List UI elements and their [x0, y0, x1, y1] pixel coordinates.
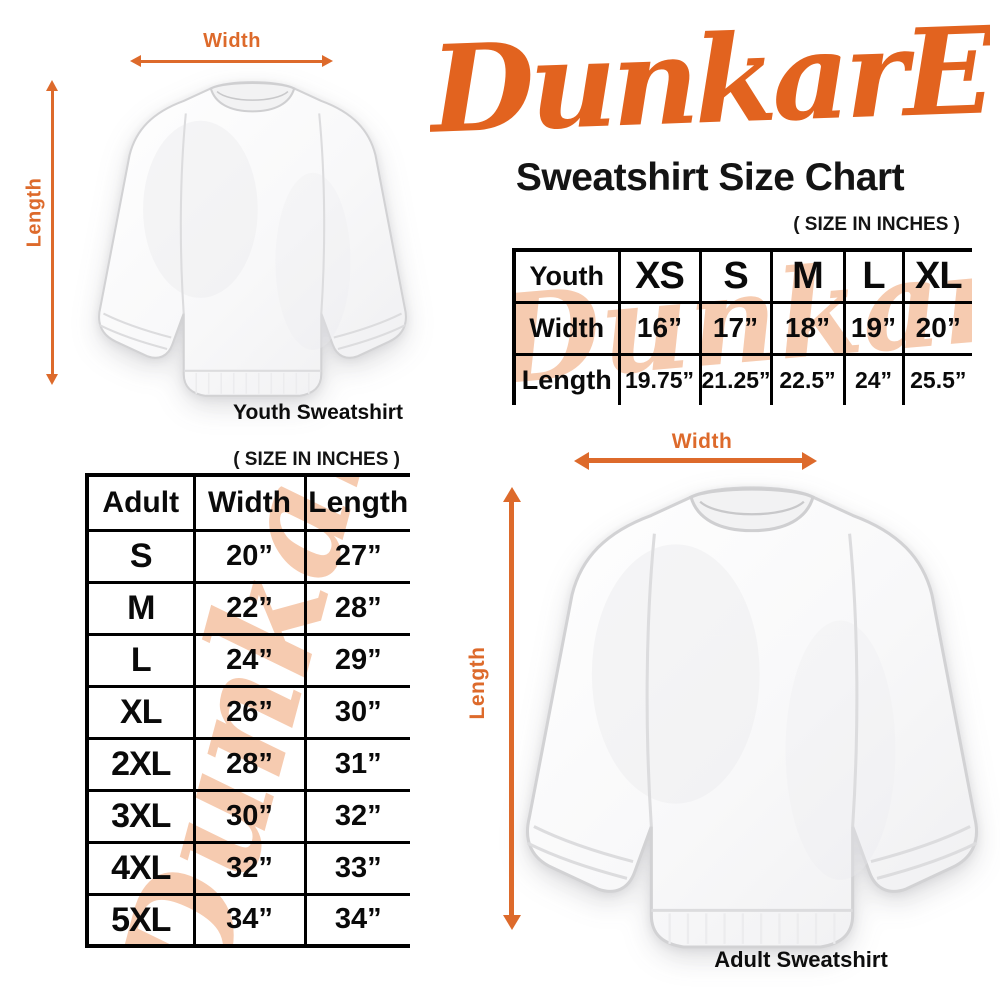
adult-sweatshirt-caption: Adult Sweatshirt	[714, 947, 888, 972]
adult-table-wrap: Dunkare Adult Width Length S 20” 27” M 2…	[85, 473, 410, 948]
length-cell: 27”	[303, 528, 410, 584]
width-cell: 28”	[192, 736, 307, 792]
youth-width-value: 17”	[698, 300, 773, 356]
size-cell: 5XL	[85, 892, 196, 948]
width-cell: 26”	[192, 684, 307, 740]
youth-length-value: 19.75”	[617, 352, 702, 405]
adult-size-note: ( SIZE IN INCHES )	[233, 449, 400, 470]
adult-header-row: Adult Width Length	[85, 473, 410, 532]
size-cell: M	[85, 580, 196, 636]
youth-width-value: 20”	[901, 300, 972, 356]
youth-length-value: 24”	[842, 352, 905, 405]
size-cell: XL	[85, 684, 196, 740]
youth-col-xs: XS	[617, 248, 702, 304]
adult-row-m: M 22” 28”	[85, 580, 410, 636]
adult-corner-cell: Adult	[85, 473, 196, 532]
youth-width-label: Width	[203, 30, 261, 52]
adult-col-width: Width	[192, 473, 307, 532]
youth-sweatshirt-caption: Youth Sweatshirt	[233, 401, 403, 424]
page-title: Sweatshirt Size Chart	[515, 156, 905, 199]
youth-header-row: Youth XS S M L XL	[512, 248, 972, 304]
adult-row-5xl: 5XL 34” 34”	[85, 892, 410, 948]
length-cell: 32”	[303, 788, 410, 844]
width-cell: 24”	[192, 632, 307, 688]
youth-col-s: S	[698, 248, 773, 304]
adult-row-4xl: 4XL 32” 33”	[85, 840, 410, 896]
width-cell: 20”	[192, 528, 307, 584]
length-cell: 33”	[303, 840, 410, 896]
youth-col-m: M	[769, 248, 846, 304]
length-cell: 28”	[303, 580, 410, 636]
adult-width-label: Width	[671, 430, 733, 453]
youth-length-value: 21.25”	[698, 352, 773, 405]
adult-col-length: Length	[303, 473, 410, 532]
youth-length-row: Length 19.75” 21.25” 22.5” 24” 25.5”	[512, 352, 972, 405]
width-cell: 22”	[192, 580, 307, 636]
length-cell: 34”	[303, 892, 410, 948]
size-cell: 2XL	[85, 736, 196, 792]
youth-width-value: 19”	[842, 300, 905, 356]
dunkare-logo: DunkarE	[425, 0, 998, 161]
dunkare-logo-text: DunkarE	[430, 8, 990, 158]
adult-row-3xl: 3XL 30” 32”	[85, 788, 410, 844]
youth-width-arrow	[130, 55, 333, 67]
length-cell: 29”	[303, 632, 410, 688]
adult-row-s: S 20” 27”	[85, 528, 410, 584]
youth-col-xl: XL	[901, 248, 972, 304]
size-cell: S	[85, 528, 196, 584]
youth-length-label: Length	[23, 177, 46, 248]
adult-width-arrow	[574, 451, 817, 470]
adult-row-l: L 24” 29”	[85, 632, 410, 688]
youth-col-l: L	[842, 248, 905, 304]
length-cell: 31”	[303, 736, 410, 792]
width-cell: 34”	[192, 892, 307, 948]
size-cell: 3XL	[85, 788, 196, 844]
youth-length-arrow	[46, 80, 58, 385]
width-cell: 30”	[192, 788, 307, 844]
youth-length-value: 25.5”	[901, 352, 972, 405]
length-cell: 30”	[303, 684, 410, 740]
adult-row-xl: XL 26” 30”	[85, 684, 410, 740]
youth-length-row-label: Length	[512, 352, 621, 405]
youth-size-table: Youth XS S M L XL Width 16” 17” 18” 19” …	[512, 248, 972, 405]
youth-length-value: 22.5”	[769, 352, 846, 405]
youth-width-row: Width 16” 17” 18” 19” 20”	[512, 300, 972, 356]
adult-length-label: Length	[466, 646, 489, 720]
youth-table-wrap: Dunkare Youth XS S M L XL Width 16” 17” …	[512, 248, 972, 405]
youth-size-note: ( SIZE IN INCHES )	[793, 214, 960, 235]
size-cell: L	[85, 632, 196, 688]
youth-width-value: 16”	[617, 300, 702, 356]
adult-size-table: Adult Width Length S 20” 27” M 22” 28” L…	[85, 473, 410, 948]
adult-row-2xl: 2XL 28” 31”	[85, 736, 410, 792]
width-cell: 32”	[192, 840, 307, 896]
youth-corner-cell: Youth	[512, 248, 621, 304]
youth-width-value: 18”	[769, 300, 846, 356]
adult-sweatshirt-image	[525, 486, 979, 949]
youth-width-row-label: Width	[512, 300, 621, 356]
youth-sweatshirt-image	[98, 81, 407, 397]
size-cell: 4XL	[85, 840, 196, 896]
adult-length-arrow	[502, 487, 521, 930]
